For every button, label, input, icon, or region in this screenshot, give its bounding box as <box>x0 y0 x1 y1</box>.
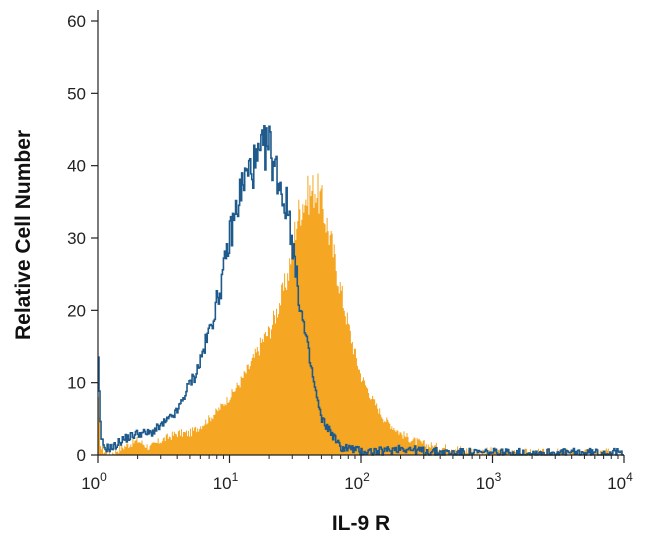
plot-area <box>98 125 624 456</box>
x-tick-label: 103 <box>476 470 502 493</box>
y-tick-label: 0 <box>77 446 86 465</box>
y-tick-label: 20 <box>67 301 86 320</box>
x-tick-label: 100 <box>81 470 107 493</box>
y-tick-label: 60 <box>67 12 86 31</box>
y-ticks: 0 10 20 30 40 50 60 <box>67 12 98 465</box>
x-tick-label: 104 <box>607 470 633 493</box>
x-axis-title: IL-9 R <box>332 512 390 535</box>
y-tick-label: 50 <box>67 84 86 103</box>
y-axis-title: Relative Cell Number <box>12 130 35 340</box>
x-tick-label: 101 <box>213 470 239 493</box>
y-tick-label: 30 <box>67 229 86 248</box>
histogram-filled-series <box>98 173 624 456</box>
y-tick-label: 40 <box>67 157 86 176</box>
y-tick-label: 10 <box>67 374 86 393</box>
x-ticks: 100 101 102 103 104 <box>81 455 633 493</box>
x-tick-label: 102 <box>344 470 370 493</box>
histogram-outline-series <box>98 125 624 456</box>
